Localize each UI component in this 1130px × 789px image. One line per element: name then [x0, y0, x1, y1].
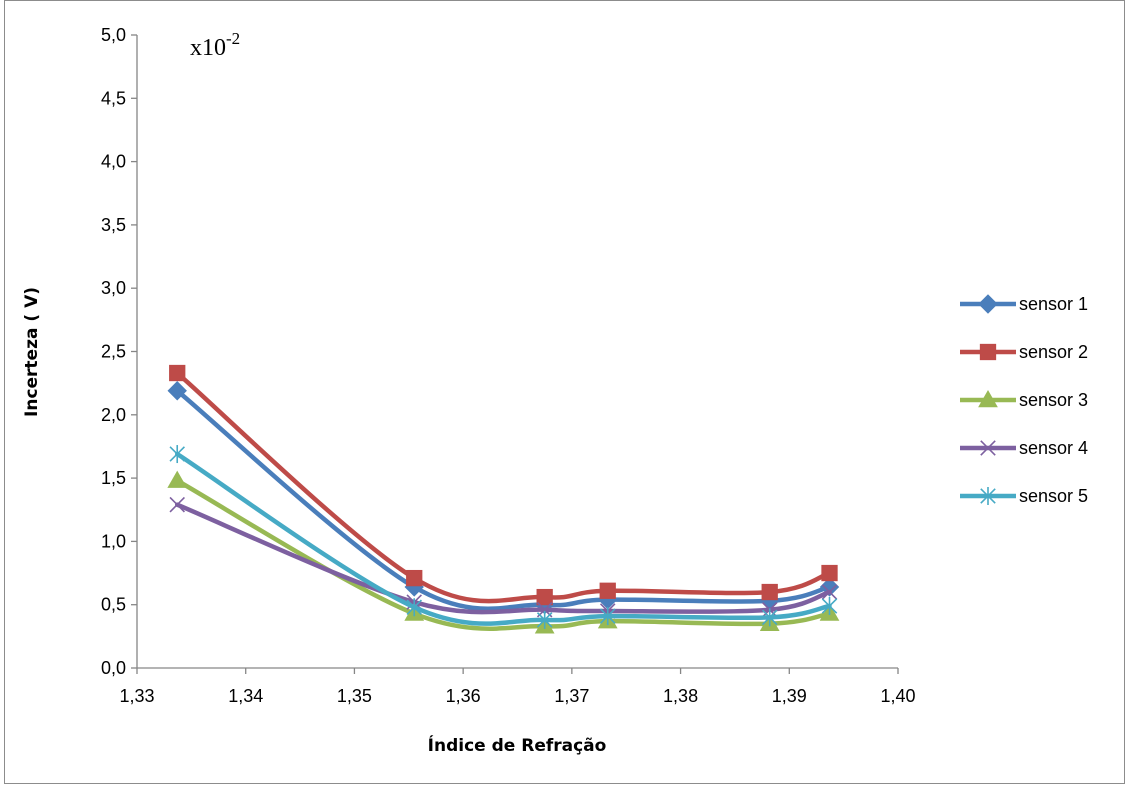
- series-1: [167, 381, 840, 615]
- x-tick-label: 1,36: [446, 686, 481, 706]
- data-point-marker: [980, 440, 996, 456]
- data-point-marker: [169, 496, 185, 513]
- x-tick-label: 1,33: [119, 686, 154, 706]
- data-point-marker: [821, 596, 838, 615]
- data-point-marker: [536, 588, 553, 606]
- series-2: [169, 364, 838, 606]
- data-point-marker: [536, 610, 553, 629]
- y-axis-title: Incerteza ( V): [22, 287, 42, 417]
- legend-label: sensor 1: [1019, 294, 1088, 314]
- legend-label: sensor 4: [1019, 438, 1088, 458]
- data-point-marker: [169, 445, 185, 464]
- series-5: [169, 445, 838, 629]
- data-point-marker: [980, 487, 996, 505]
- data-point-marker: [821, 584, 838, 600]
- y-tick-label: 4,0: [101, 152, 126, 172]
- data-point-marker: [599, 607, 616, 626]
- data-point-marker: [761, 608, 778, 627]
- y-tick-label: 3,0: [101, 278, 126, 298]
- data-point-marker: [406, 598, 422, 617]
- y-tick-label: 1,0: [101, 531, 126, 551]
- axes: 0,0 0,5 1,0 1,5 2,0 2,5 3,0 3,5 4,0 4,5 5,0 1,33 1,3…: [101, 25, 916, 706]
- y-tick-label: 2,5: [101, 342, 126, 362]
- x-tick-label: 1,37: [554, 686, 589, 706]
- legend-label: sensor 2: [1019, 342, 1088, 362]
- y-tick-label: 5,0: [101, 25, 126, 45]
- y-tick-label: 4,5: [101, 88, 126, 108]
- series-line: [174, 370, 832, 604]
- x-tick-label: 1,38: [663, 686, 698, 706]
- series-layer: [167, 364, 840, 634]
- data-point-marker: [821, 564, 838, 582]
- y-tick-label: 0,5: [101, 595, 126, 615]
- x-tick-label: 1,39: [772, 686, 807, 706]
- data-point-marker: [167, 381, 187, 401]
- data-point-marker: [599, 582, 616, 599]
- series-line: [174, 388, 832, 611]
- data-point-marker: [761, 583, 778, 601]
- data-point-marker: [979, 343, 997, 361]
- data-point-marker: [978, 389, 998, 408]
- x-tick-label: 1,35: [337, 686, 372, 706]
- legend-item: sensor 1: [960, 294, 1088, 314]
- y-tick-label: 1,5: [101, 468, 126, 488]
- y-multiplier-label: x10-2: [190, 29, 240, 61]
- legend-item: sensor 4: [960, 438, 1088, 458]
- data-point-marker: [169, 364, 186, 382]
- data-point-marker: [978, 294, 998, 314]
- y-tick-label: 2,0: [101, 405, 126, 425]
- y-tick-label: 3,5: [101, 215, 126, 235]
- legend-label: sensor 3: [1019, 390, 1088, 410]
- x-tick-label: 1,34: [228, 686, 263, 706]
- legend-label: sensor 5: [1019, 486, 1088, 506]
- legend-item: sensor 5: [960, 486, 1088, 506]
- series-line: [174, 451, 832, 626]
- y-tick-label: 0,0: [101, 658, 126, 678]
- chart-frame: [4, 0, 1125, 784]
- x-axis-title: Índice de Refração: [428, 734, 607, 756]
- legend-item: sensor 2: [960, 342, 1088, 362]
- legend: sensor 1 sensor 2 sensor 3 sensor 4 sensor 5: [960, 294, 1088, 506]
- data-point-marker: [167, 470, 188, 488]
- x-tick-label: 1,40: [880, 686, 915, 706]
- data-point-marker: [406, 569, 423, 587]
- legend-item: sensor 3: [960, 389, 1088, 410]
